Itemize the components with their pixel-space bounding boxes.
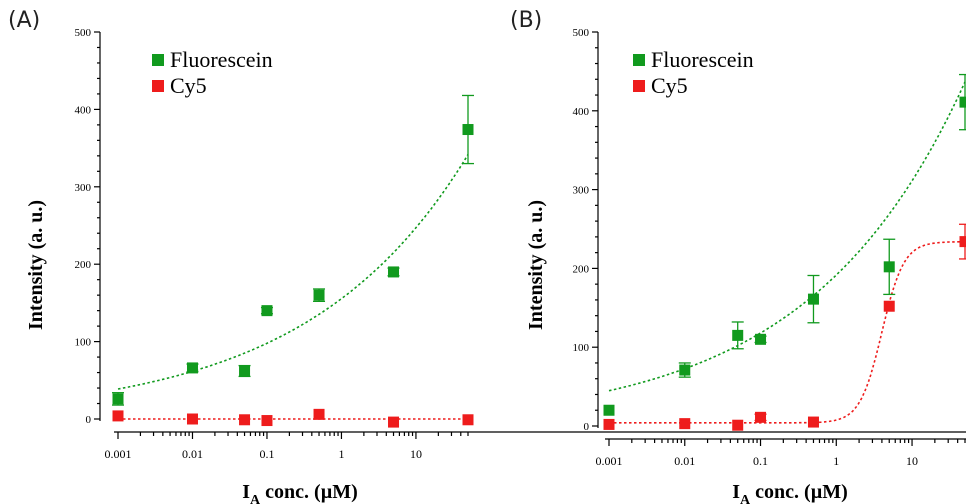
x-axis-title-sub-a: A <box>250 493 261 504</box>
data-point <box>603 418 615 430</box>
data-point <box>186 362 198 374</box>
data-point <box>679 418 691 430</box>
x-tick-label: 0.01 <box>182 447 203 461</box>
data-point <box>112 410 124 422</box>
x-axis-title-sub-b: A <box>740 493 751 504</box>
data-markers-b <box>603 73 966 431</box>
data-point <box>261 415 273 427</box>
panel-b: (B) Intensity (a. u.) IA conc. (µM) 0100… <box>510 8 966 504</box>
y-axis-title-a: Intensity (a. u.) <box>25 200 47 330</box>
y-tick-label: 100 <box>75 337 92 349</box>
y-tick-label: 400 <box>573 106 590 118</box>
data-markers-a <box>112 94 474 428</box>
y-tick-label: 100 <box>573 342 590 354</box>
y-tick-label: 0 <box>86 414 92 426</box>
x-tick-label: 1 <box>338 447 344 461</box>
y-tick-label: 200 <box>573 263 590 275</box>
data-point <box>239 365 251 377</box>
fit-curves-a <box>117 154 469 420</box>
x-tick-label: 0.001 <box>105 447 132 461</box>
data-point <box>462 124 474 136</box>
data-point <box>807 416 819 428</box>
x-axis-title-main-a: I <box>242 481 250 503</box>
data-point <box>959 96 966 108</box>
ticks-a: 0 100 200 300 400 500 0.001 0.01 0.1 1 10 <box>75 27 469 461</box>
y-tick-label: 400 <box>75 104 92 116</box>
fit-curves-b <box>608 81 966 424</box>
panel-label-b: (B) <box>510 8 542 33</box>
data-point <box>807 293 819 305</box>
x-tick-label: 0.1 <box>753 454 768 468</box>
x-axis-title-main-b: I <box>732 481 740 503</box>
x-tick-label: 1 <box>833 454 839 468</box>
legend-label: Fluorescein <box>170 47 273 72</box>
data-point <box>313 289 325 301</box>
data-point <box>313 408 325 420</box>
data-point <box>388 266 400 278</box>
legend-label: Cy5 <box>651 73 688 98</box>
x-tick-label: 0.1 <box>259 447 274 461</box>
data-point <box>755 333 767 345</box>
y-axis-title-b: Intensity (a. u.) <box>525 200 547 330</box>
x-tick-label: 0.001 <box>596 454 623 468</box>
y-tick-label: 300 <box>573 185 590 197</box>
x-axis-title-b: IA conc. (µM) <box>732 481 848 504</box>
x-tick-label: 10 <box>410 447 422 461</box>
ticks-b: 0 100 200 300 400 500 0.001 0.01 0.1 1 10 <box>573 27 966 468</box>
data-point <box>679 364 691 376</box>
data-point <box>261 305 273 317</box>
legend-swatch <box>633 54 645 66</box>
data-point <box>239 414 251 426</box>
y-tick-label: 500 <box>573 27 590 39</box>
panel-a: (A) Intensity (a. u.) IA conc. (µM) 0100… <box>8 8 966 504</box>
x-tick-label: 10 <box>906 454 918 468</box>
y-tick-label: 500 <box>75 27 92 39</box>
data-point <box>732 419 744 431</box>
x-axis-title-a: IA conc. (µM) <box>242 481 358 504</box>
y-tick-label: 0 <box>584 421 590 433</box>
data-point <box>755 411 767 423</box>
data-point <box>186 413 198 425</box>
x-axis-title-rest-a: conc. (µM) <box>260 481 358 503</box>
data-point <box>883 261 895 273</box>
data-point <box>462 414 474 426</box>
data-point <box>388 416 400 428</box>
data-point <box>883 300 895 312</box>
legend-swatch <box>152 54 164 66</box>
data-point <box>112 393 124 405</box>
fit-curve <box>609 240 965 424</box>
x-tick-label: 0.01 <box>674 454 695 468</box>
legend-label: Fluorescein <box>651 47 754 72</box>
y-tick-label: 300 <box>75 182 92 194</box>
data-point <box>732 329 744 341</box>
data-point <box>603 404 615 416</box>
legend-label: Cy5 <box>170 73 207 98</box>
legend-swatch <box>152 80 164 92</box>
legend-swatch <box>633 80 645 92</box>
fit-curve <box>117 154 469 390</box>
data-point <box>959 236 966 248</box>
fit-curve <box>608 81 966 392</box>
panel-label-a: (A) <box>8 8 40 33</box>
axes-b <box>597 32 966 440</box>
y-tick-label: 200 <box>75 259 92 271</box>
x-axis-title-rest-b: conc. (µM) <box>750 481 848 503</box>
